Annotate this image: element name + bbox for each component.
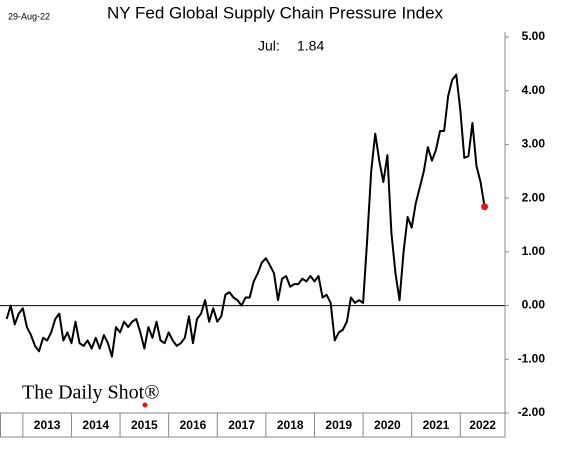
y-tick-label: 1.00 [522, 244, 546, 258]
x-tick-label: 2013 [34, 418, 61, 432]
x-tick-label: 2019 [325, 418, 352, 432]
x-tick-label: 2017 [228, 418, 255, 432]
y-tick-label: -1.00 [518, 351, 546, 365]
x-tick-label: 2021 [423, 418, 450, 432]
watermark-dot [142, 402, 148, 408]
y-tick-label: 2.00 [522, 190, 546, 204]
y-tick-label: 5.00 [522, 29, 546, 43]
y-tick-label: -2.00 [518, 405, 546, 419]
last-point [481, 203, 489, 211]
date: 29-Aug-22 [8, 11, 50, 21]
watermark: The Daily Shot® [22, 382, 159, 404]
x-tick-label: 2015 [131, 418, 158, 432]
annotation-label: Jul: [258, 38, 280, 54]
x-tick-label: 2014 [82, 418, 109, 432]
x-tick-label: 2018 [277, 418, 304, 432]
chart-title: NY Fed Global Supply Chain Pressure Inde… [107, 3, 444, 22]
y-tick-label: 4.00 [522, 83, 546, 97]
x-axis-frame [0, 412, 506, 438]
annotation-value: 1.84 [297, 38, 324, 54]
x-tick-label: 2020 [374, 418, 401, 432]
y-tick-label: 3.00 [522, 137, 546, 151]
line-series [5, 73, 486, 358]
y-tick-label: 0.00 [522, 298, 546, 312]
x-tick-label: 2016 [180, 418, 207, 432]
x-tick-label: 2022 [469, 418, 496, 432]
